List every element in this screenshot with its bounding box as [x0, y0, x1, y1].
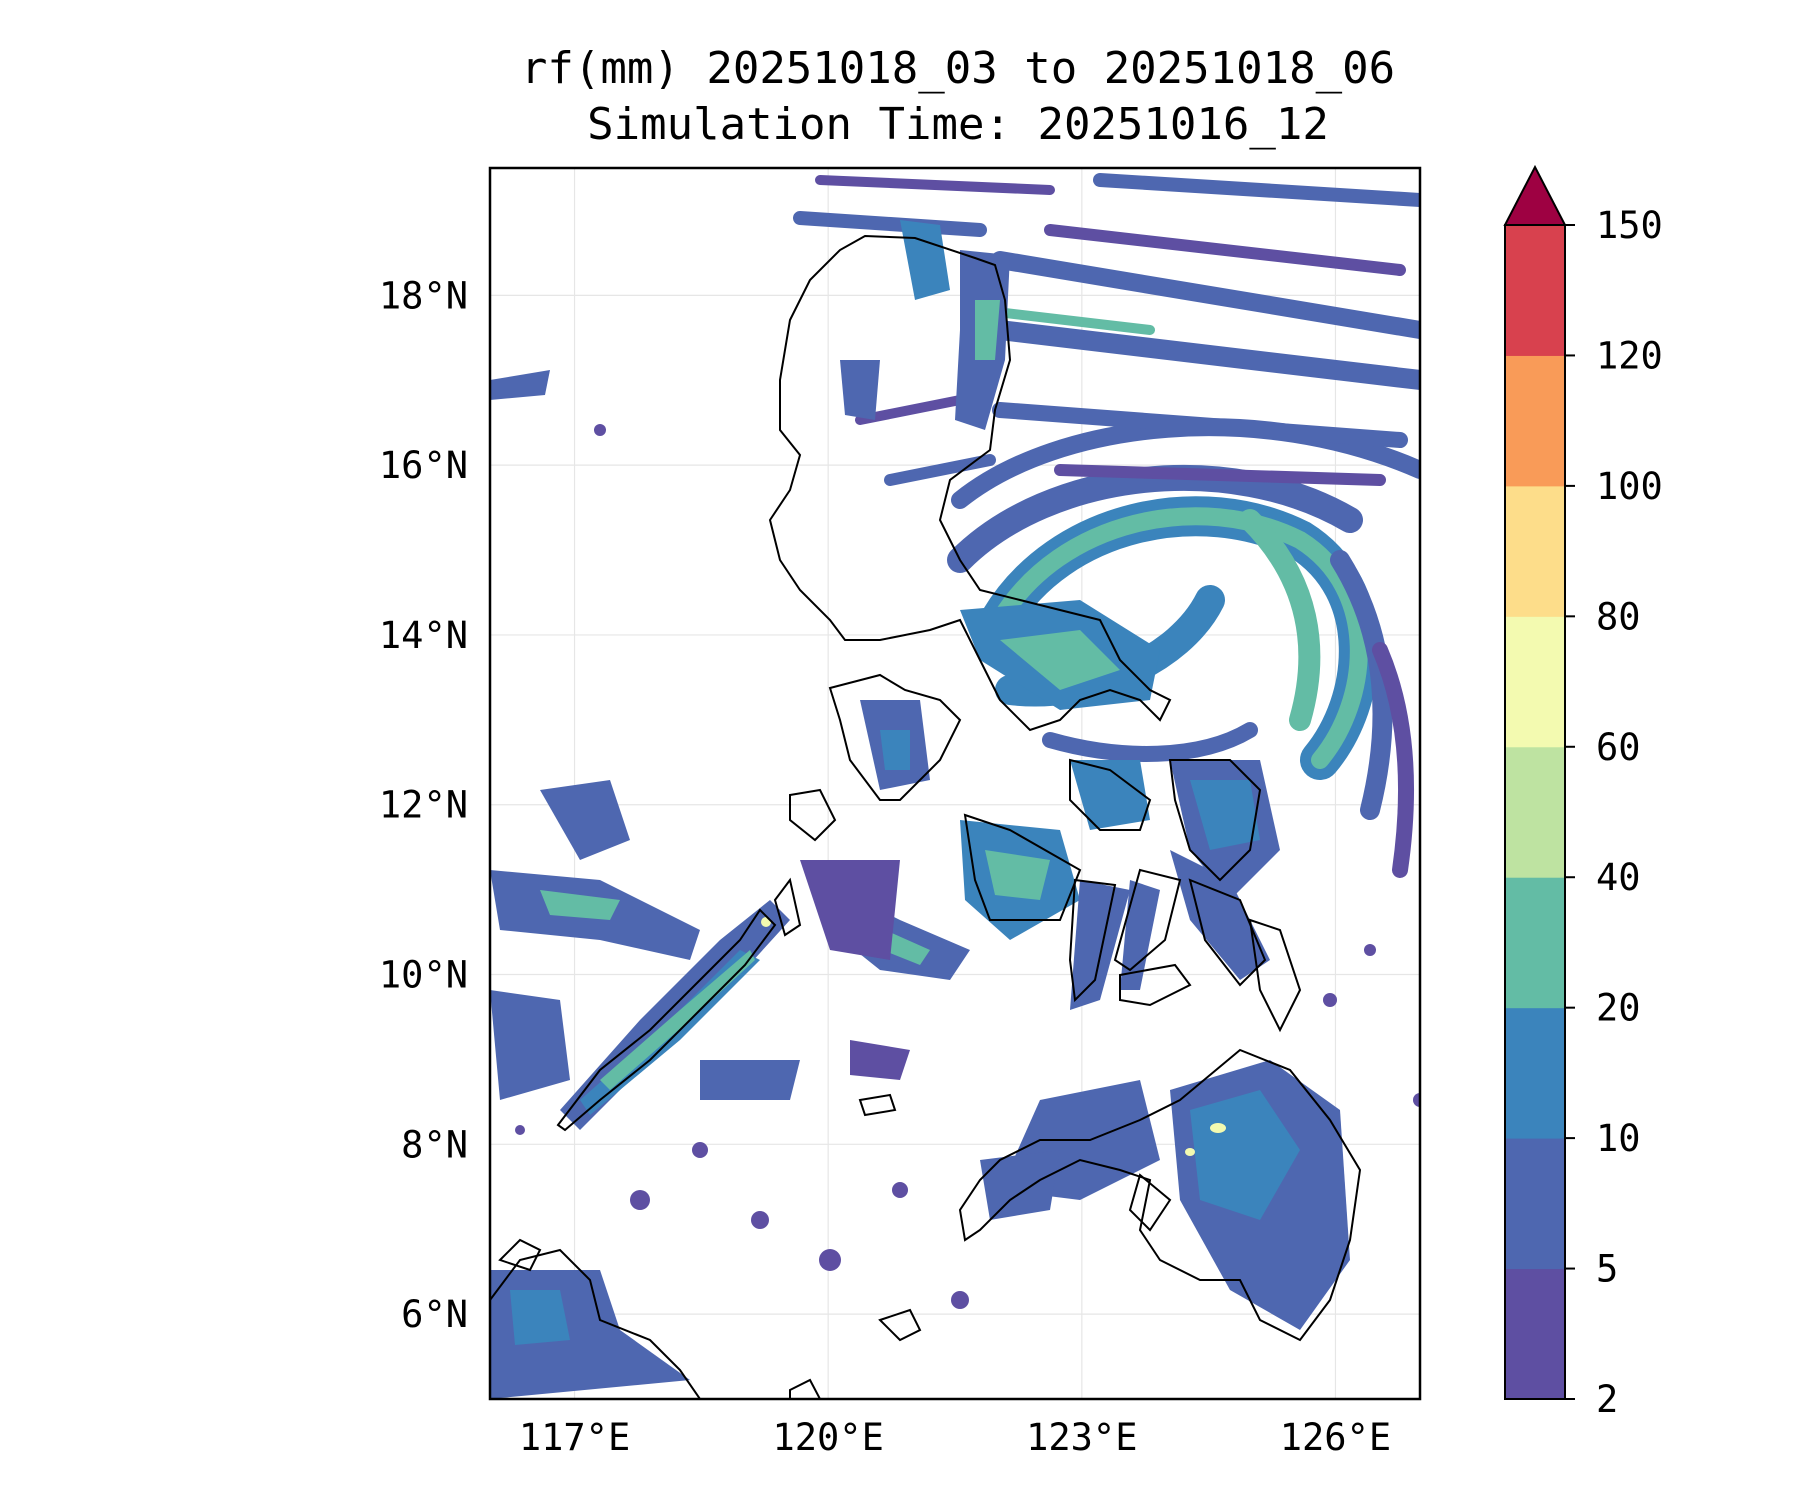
colorbar-segment [1505, 1268, 1565, 1400]
palawan-rain [560, 900, 790, 1130]
luzon-rain [840, 220, 1160, 790]
figure-title-line-2: Simulation Time: 20251016_12 [587, 99, 1329, 150]
colorbar-segment [1505, 746, 1565, 878]
latitude-tick-labels: 6°N 8°N 10°N 12°N 14°N 16°N 18°N [379, 274, 468, 1336]
colorbar-tick-label: 2 [1596, 1378, 1618, 1421]
colorbar-tick-labels: 2 5 10 20 40 60 80 100 120 150 [1565, 204, 1663, 1421]
rainfall-contours [490, 173, 1420, 1399]
colorbar-segment [1505, 1007, 1565, 1139]
lat-tick-label: 8°N [401, 1123, 468, 1166]
colorbar-segment [1505, 225, 1565, 356]
figure-title-line-1: rf(mm) 20251018_03 to 20251018_06 [521, 43, 1395, 94]
colorbar-tick-label: 5 [1596, 1248, 1618, 1291]
colorbar-tick-label: 100 [1596, 465, 1663, 508]
colorbar-segment [1505, 1138, 1565, 1270]
mindanao-rain [490, 1060, 1350, 1399]
lat-tick-label: 12°N [379, 784, 468, 827]
longitude-tick-labels: 117°E 120°E 123°E 126°E [519, 1416, 1391, 1459]
colorbar-segment [1505, 616, 1565, 748]
map-frame [488, 166, 1422, 1401]
colorbar-tick-label: 20 [1596, 987, 1641, 1030]
coastlines [490, 234, 1362, 1399]
colorbar-tick-label: 80 [1596, 595, 1641, 638]
lon-tick-label: 120°E [772, 1416, 883, 1459]
west-sea-rain [490, 370, 910, 1100]
colorbar-tick-label: 150 [1596, 204, 1663, 247]
lat-tick-label: 14°N [379, 614, 468, 657]
lon-tick-label: 123°E [1026, 1416, 1137, 1459]
colorbar-tick-label: 10 [1596, 1117, 1641, 1160]
scattered-rain-cells [515, 424, 1420, 1309]
lat-tick-label: 10°N [379, 954, 468, 997]
colorbar-extend-arrow [1503, 164, 1567, 226]
colorbar-segment [1505, 877, 1565, 1009]
lat-tick-label: 16°N [379, 444, 468, 487]
colorbar-tick-label: 60 [1596, 726, 1641, 769]
lat-tick-label: 18°N [379, 274, 468, 317]
colorbar-frame [1504, 224, 1566, 1400]
colorbar-tick-label: 40 [1596, 856, 1641, 899]
lon-tick-label: 117°E [519, 1416, 630, 1459]
lon-tick-label: 126°E [1280, 1416, 1391, 1459]
lat-tick-label: 6°N [401, 1293, 468, 1336]
colorbar: 2 5 10 20 40 60 80 100 120 150 [1503, 164, 1663, 1421]
northern-rain-streaks [793, 173, 1420, 486]
map-panel: 6°N 8°N 10°N 12°N 14°N 16°N 18°N 117°E 120°E 123… [379, 166, 1422, 1459]
colorbar-tick-label: 120 [1596, 334, 1663, 377]
colorbar-segment [1505, 485, 1565, 617]
colorbar-segment [1505, 355, 1565, 487]
colorbar-color-segments [1505, 225, 1565, 1400]
